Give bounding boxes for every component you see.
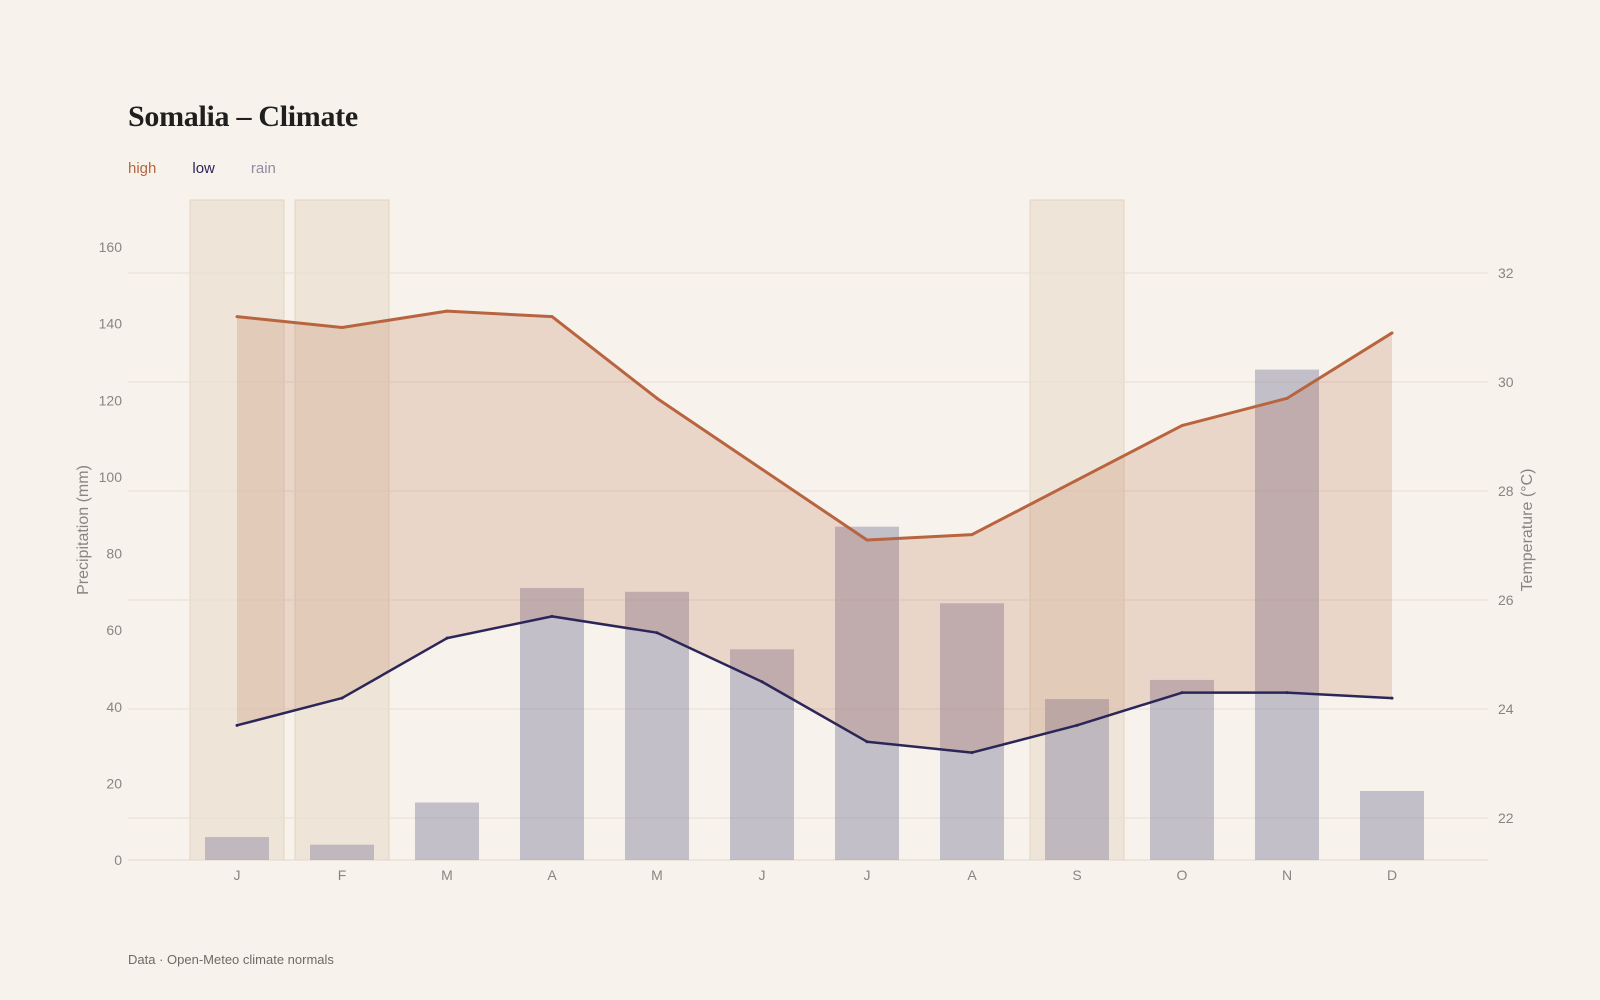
x-tick-label-9: O (1177, 867, 1188, 883)
rain-bar-1 (310, 844, 374, 860)
y-tick-right-28: 28 (1498, 483, 1514, 499)
high-point-8 (1075, 478, 1079, 482)
x-tick-label-1: F (338, 867, 347, 883)
low-point-1 (340, 696, 344, 700)
high-point-10 (1285, 396, 1289, 400)
high-point-7 (970, 533, 974, 537)
high-point-5 (760, 467, 764, 471)
y-tick-left-60: 60 (106, 622, 122, 638)
x-tick-label-8: S (1072, 867, 1081, 883)
data-source-note: Data · Open-Meteo climate normals (128, 952, 334, 967)
x-tick-label-6: J (864, 867, 871, 883)
chart-title: Somalia – Climate (128, 100, 358, 133)
y-tick-left-140: 140 (99, 316, 123, 332)
rain-bar-6 (835, 526, 899, 860)
y-tick-left-40: 40 (106, 699, 122, 715)
low-point-11 (1390, 696, 1394, 700)
high-point-9 (1180, 424, 1184, 428)
y-tick-right-30: 30 (1498, 374, 1514, 390)
rain-bar-10 (1255, 369, 1319, 860)
low-point-2 (445, 636, 449, 640)
y-tick-right-26: 26 (1498, 592, 1514, 608)
y-tick-left-100: 100 (99, 469, 123, 485)
x-tick-label-7: A (967, 867, 977, 883)
y-axis-title-left: Precipitation (mm) (75, 465, 92, 595)
x-tick-label-3: A (547, 867, 557, 883)
y-axis-title-right: Temperature (°C) (1519, 469, 1536, 592)
x-tick-label-10: N (1282, 867, 1292, 883)
y-tick-right-32: 32 (1498, 265, 1514, 281)
y-tick-left-0: 0 (114, 852, 122, 868)
legend-high: high (128, 160, 157, 177)
low-point-0 (235, 723, 239, 727)
x-tick-label-2: M (441, 867, 453, 883)
low-point-5 (760, 680, 764, 684)
y-tick-right-24: 24 (1498, 701, 1514, 717)
rain-bar-4 (625, 591, 689, 860)
rain-bar-7 (940, 603, 1004, 860)
low-temperature-line (236, 615, 1393, 754)
rain-bar-0 (205, 837, 269, 860)
high-point-0 (235, 315, 239, 319)
highlight-band-0 (189, 199, 285, 861)
low-point-8 (1075, 723, 1079, 727)
high-point-1 (340, 326, 344, 329)
rain-bar-2 (415, 802, 479, 860)
highlight-band-1 (294, 199, 390, 861)
x-tick-label-4: M (651, 867, 663, 883)
high-point-11 (1390, 331, 1394, 335)
low-point-3 (550, 614, 554, 618)
legend-low: low (192, 160, 215, 177)
temperature-range-band (237, 311, 1392, 753)
y-tick-left-20: 20 (106, 775, 122, 791)
legend-rain: rain (250, 160, 276, 177)
high-point-4 (655, 396, 659, 400)
y-tick-left-160: 160 (99, 239, 123, 255)
low-point-6 (865, 740, 869, 744)
rain-bar-11 (1360, 791, 1424, 860)
rain-bar-5 (730, 649, 794, 860)
x-tick-label-11: D (1387, 867, 1397, 883)
high-point-6 (865, 538, 869, 542)
y-tick-right-22: 22 (1498, 810, 1514, 826)
rain-bar-9 (1150, 679, 1214, 860)
high-point-3 (550, 315, 554, 319)
low-point-7 (970, 751, 974, 755)
high-point-2 (445, 309, 449, 313)
y-tick-left-120: 120 (99, 392, 123, 408)
x-tick-label-5: J (759, 867, 766, 883)
high-temperature-line (236, 309, 1393, 542)
legend: high low rain (128, 160, 276, 177)
low-point-9 (1180, 691, 1184, 695)
y-tick-left-80: 80 (106, 546, 122, 562)
low-point-10 (1285, 691, 1289, 695)
rain-bar-3 (520, 587, 584, 860)
low-point-4 (655, 631, 659, 635)
x-tick-label-0: J (234, 867, 241, 883)
